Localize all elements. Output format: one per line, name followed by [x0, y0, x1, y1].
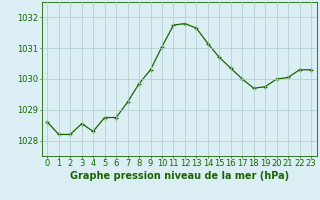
- X-axis label: Graphe pression niveau de la mer (hPa): Graphe pression niveau de la mer (hPa): [70, 171, 289, 181]
